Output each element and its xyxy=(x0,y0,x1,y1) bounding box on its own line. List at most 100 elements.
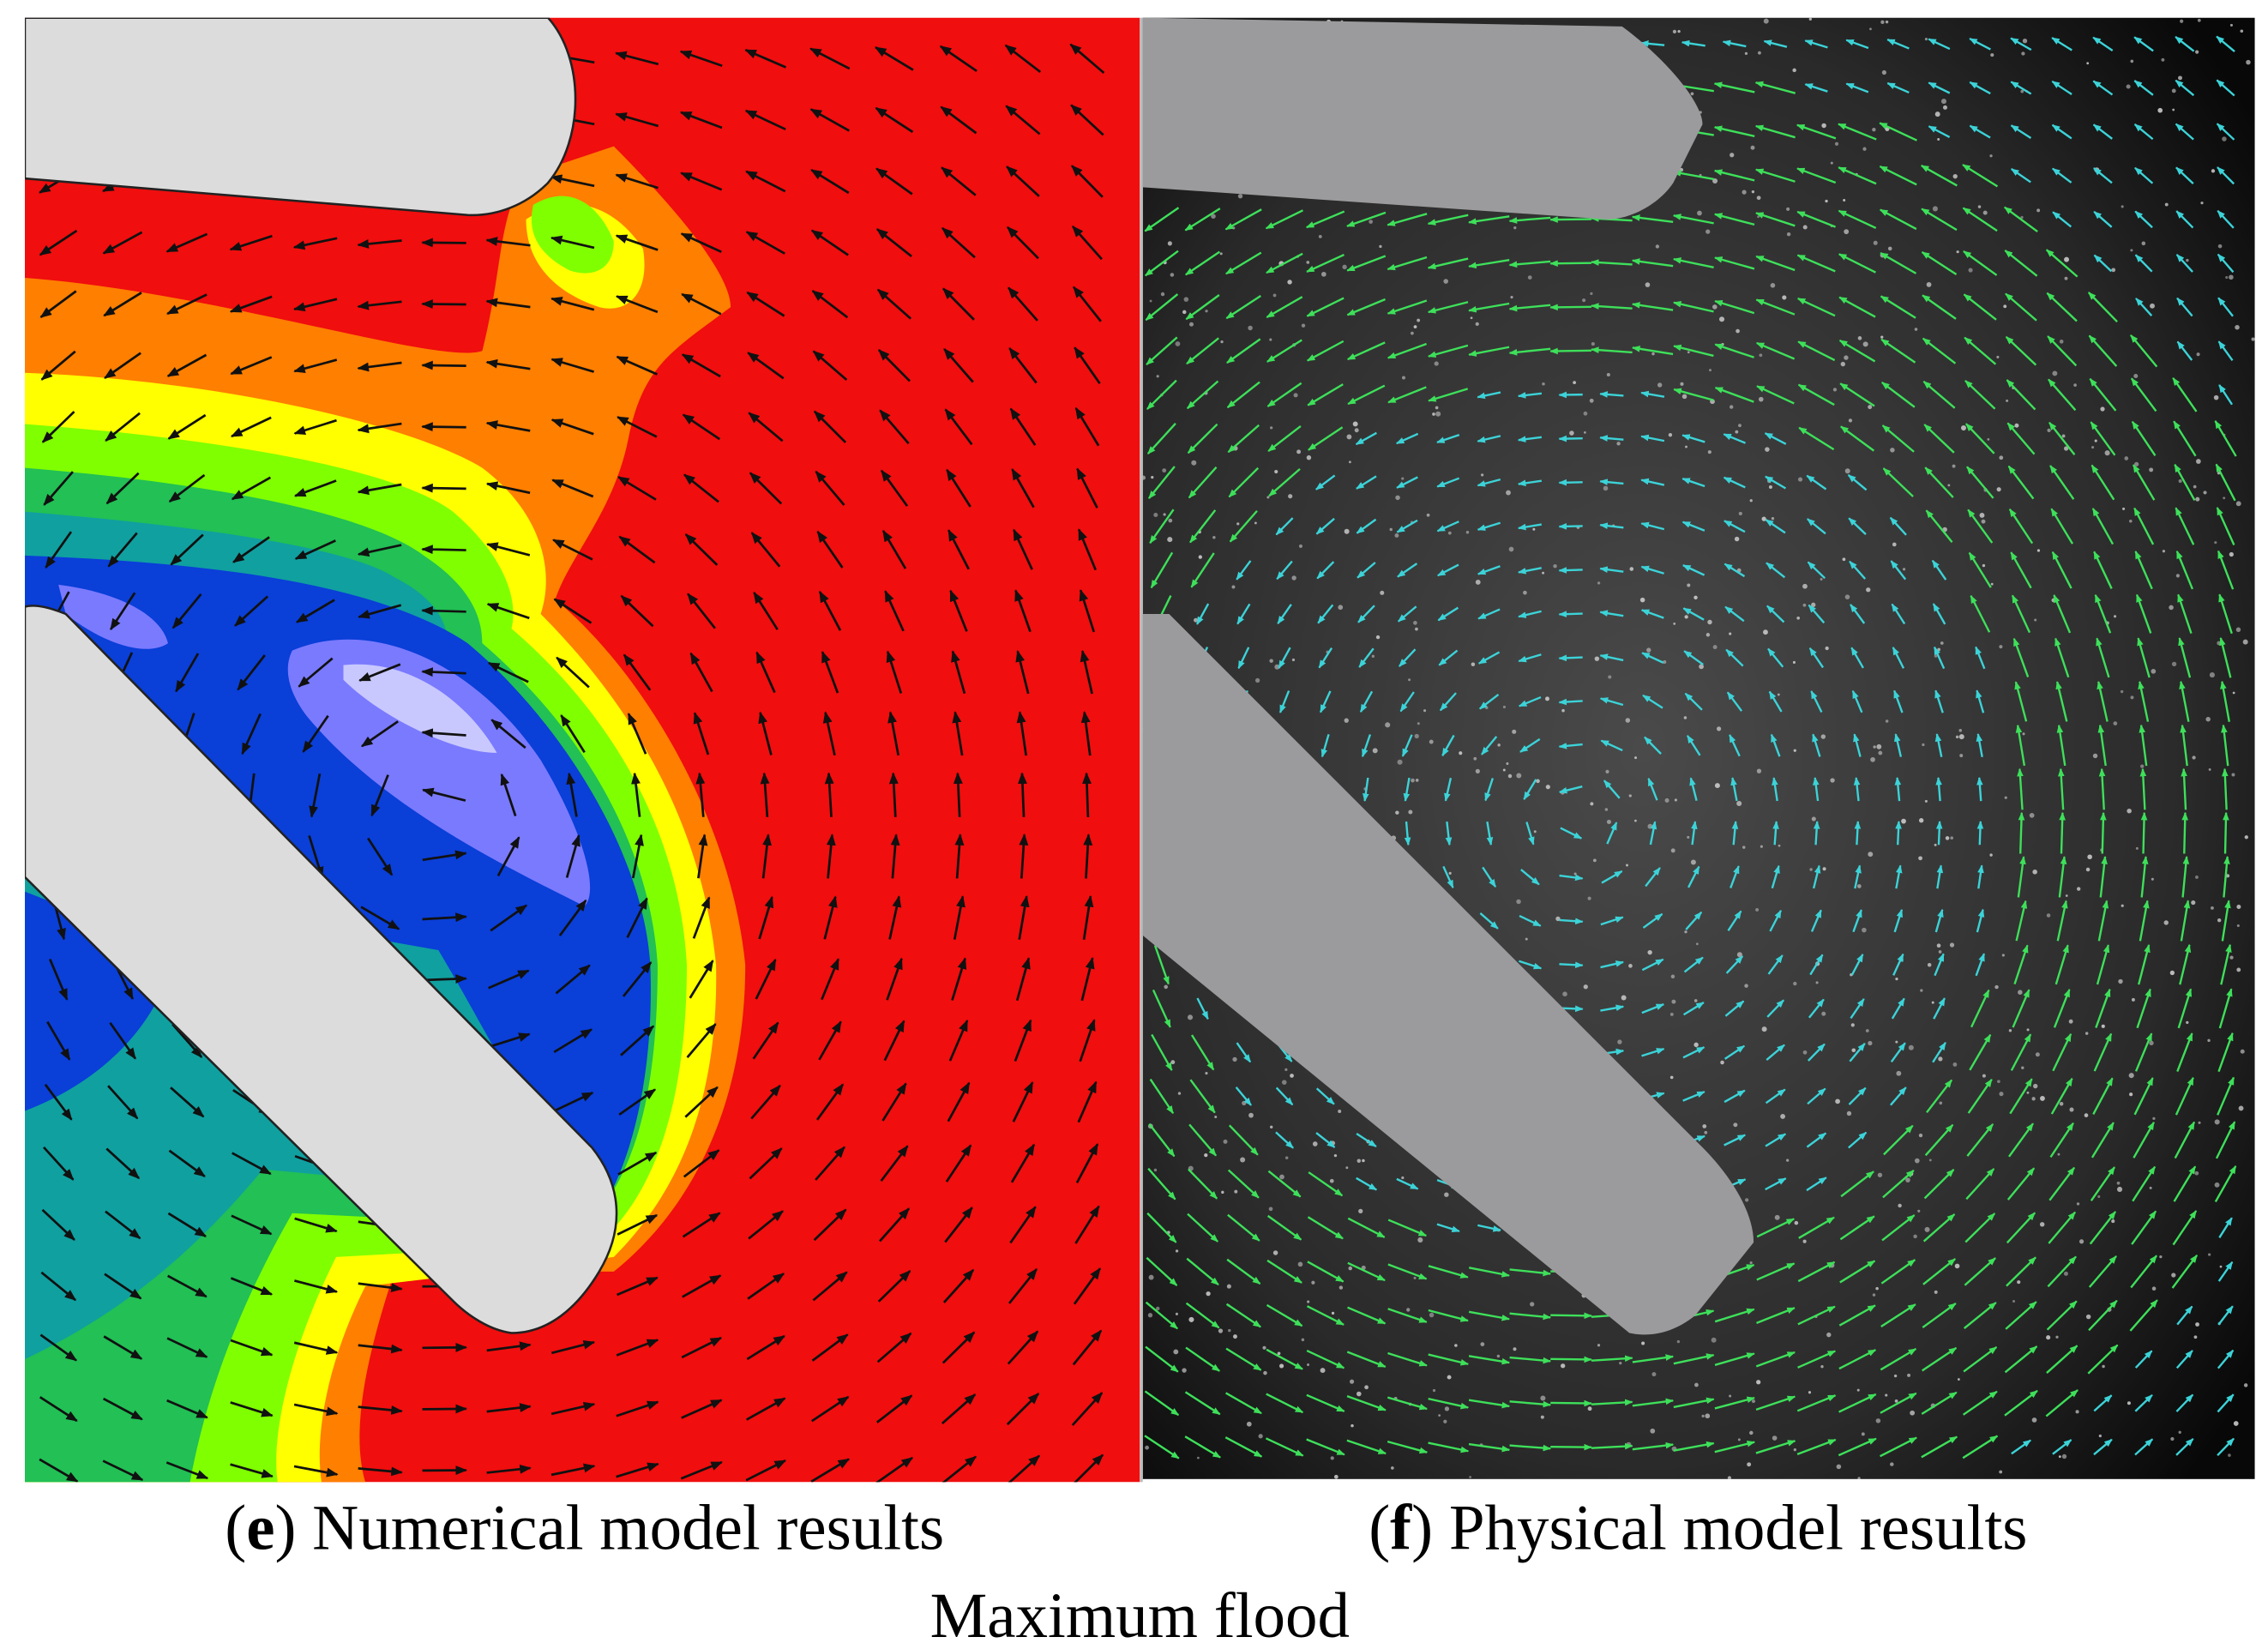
particle xyxy=(2236,904,2241,910)
particle xyxy=(1523,590,1527,595)
particle xyxy=(1887,246,1892,251)
particle xyxy=(1802,603,1807,607)
particle xyxy=(1749,499,1753,503)
particle xyxy=(1291,575,1296,581)
particle xyxy=(2171,1273,2176,1278)
particle xyxy=(1924,799,1928,803)
particle xyxy=(1735,430,1739,434)
particle xyxy=(2085,1032,2089,1035)
flow-arrow xyxy=(298,657,334,688)
particle xyxy=(1629,567,1634,571)
flow-arrow xyxy=(875,167,913,196)
flow-arrow xyxy=(1147,466,1176,499)
particle xyxy=(1672,29,1677,33)
flow-arrow xyxy=(941,1455,978,1483)
particle xyxy=(2022,732,2025,736)
flow-arrow xyxy=(2010,81,2032,95)
flow-arrow xyxy=(1236,560,1252,581)
flow-arrow xyxy=(550,1463,596,1477)
flow-arrow xyxy=(358,663,401,682)
flow-arrow xyxy=(1922,1258,1956,1285)
particle xyxy=(2039,1222,2045,1227)
flow-arrow xyxy=(490,719,526,749)
flow-arrow xyxy=(1387,1263,1428,1280)
flow-arrow xyxy=(1806,474,1827,490)
particle xyxy=(1758,396,1764,402)
particle xyxy=(1744,51,1748,56)
flow-arrow xyxy=(809,108,850,132)
particle xyxy=(2164,202,2169,207)
flow-arrow xyxy=(1146,336,1178,365)
flow-arrow xyxy=(1891,997,1905,1020)
flow-arrow xyxy=(1560,827,1583,840)
particle xyxy=(1952,1062,1958,1067)
particle xyxy=(1920,989,1923,992)
flow-arrow xyxy=(1144,207,1180,232)
particle xyxy=(1177,1092,1182,1095)
flow-arrow xyxy=(1010,1143,1036,1183)
particle xyxy=(2018,990,2023,995)
flow-arrow xyxy=(823,895,838,940)
flow-arrow xyxy=(1468,1267,1510,1278)
particle xyxy=(1413,620,1417,625)
particle xyxy=(1707,619,1712,625)
flow-arrow xyxy=(1190,552,1215,588)
flow-arrow xyxy=(1235,1086,1252,1106)
particle xyxy=(2100,406,2105,412)
flow-arrow xyxy=(616,1462,659,1478)
particle xyxy=(2175,574,2180,578)
flow-arrow xyxy=(1976,689,1985,713)
particle xyxy=(2129,1092,2133,1097)
flow-arrow xyxy=(1347,384,1386,406)
particle xyxy=(1711,1337,1717,1343)
flow-arrow xyxy=(1713,169,1755,182)
flow-arrow xyxy=(2052,1032,2072,1072)
particle xyxy=(1496,1354,1501,1358)
flow-arrow xyxy=(746,291,785,317)
flow-arrow xyxy=(1764,432,1787,445)
particle xyxy=(1770,283,1776,288)
particle xyxy=(1156,375,1159,378)
flow-arrow xyxy=(1723,476,1746,489)
flow-arrow xyxy=(1796,123,1837,140)
flow-arrow xyxy=(1683,956,1704,973)
particle xyxy=(1756,768,1762,773)
particle xyxy=(1331,1311,1335,1315)
flow-arrow xyxy=(1006,166,1040,197)
flow-arrow xyxy=(1840,425,1875,452)
particle xyxy=(2116,1186,2123,1193)
flow-arrow xyxy=(1642,912,1663,929)
particle xyxy=(1362,1159,1365,1163)
particle xyxy=(1231,585,1236,589)
particle xyxy=(1844,229,1850,235)
flow-arrow xyxy=(1427,257,1469,270)
flow-arrow xyxy=(1755,212,1796,227)
particle xyxy=(1625,864,1629,867)
flow-arrow xyxy=(622,961,653,997)
particle xyxy=(1736,328,1740,334)
flow-arrow xyxy=(1713,125,1755,138)
flow-arrow xyxy=(1387,213,1428,226)
flow-arrow xyxy=(1810,690,1823,713)
particle xyxy=(1826,1332,1832,1338)
particle xyxy=(1749,1261,1753,1265)
flow-arrow xyxy=(1306,254,1345,273)
flow-arrow xyxy=(2006,422,2036,455)
flow-arrow xyxy=(1519,914,1542,927)
flow-arrow xyxy=(1808,998,1825,1019)
flow-arrow xyxy=(1517,392,1543,399)
particle xyxy=(1647,949,1652,955)
particle xyxy=(1443,1419,1447,1423)
flow-arrow xyxy=(486,603,530,620)
flow-arrow xyxy=(2133,123,2154,141)
flow-arrow xyxy=(1439,692,1457,712)
particle xyxy=(1957,1378,1960,1381)
particle xyxy=(1786,1159,1790,1162)
particle xyxy=(1669,1012,1674,1016)
flow-arrow xyxy=(1146,1256,1178,1286)
flow-arrow xyxy=(890,834,900,879)
flow-arrow xyxy=(1723,433,1747,444)
particle xyxy=(1269,1125,1273,1129)
flow-arrow xyxy=(2175,123,2194,141)
flow-arrow xyxy=(2131,1210,2157,1245)
